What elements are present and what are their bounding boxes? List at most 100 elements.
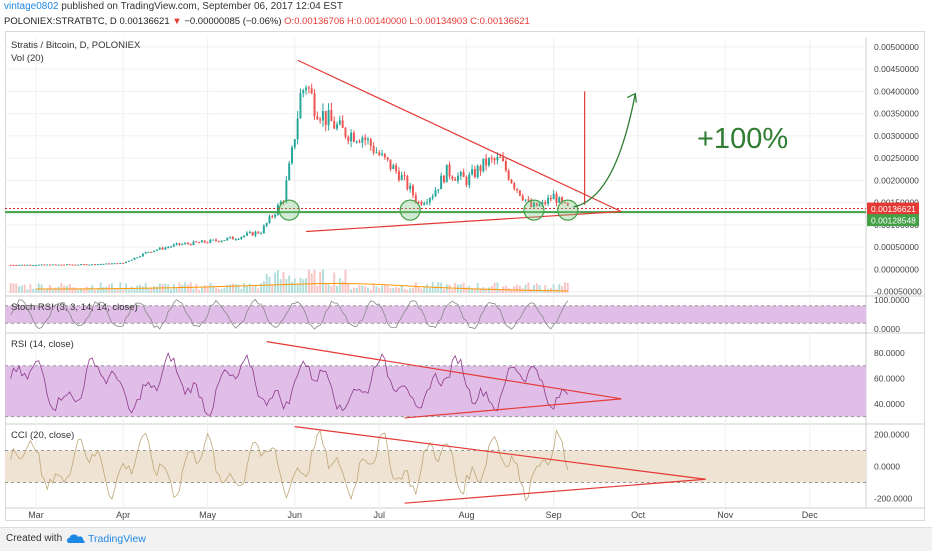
tradingview-brand[interactable]: TradingView [88,533,146,545]
candle-body [417,201,420,203]
volume-bar [496,282,499,293]
candle-body [65,264,68,266]
volume-bar [316,285,319,293]
volume-bar [350,289,353,293]
volume-bar [110,283,113,293]
volume-bar [310,273,313,293]
candle-body [336,124,339,129]
candle-body [383,153,386,158]
candle-body [372,146,375,153]
candle-body [215,239,218,241]
gain-annotation: +100% [697,123,788,155]
volume-bar [150,288,153,293]
volume-bar [223,287,226,293]
volume-bar [448,284,451,293]
candle-body [144,252,147,254]
candle-body [108,263,111,265]
volume-bar [521,288,524,293]
volume-bar [499,289,502,293]
volume-bar [18,286,21,293]
volume-bar [136,285,139,293]
candle-body [420,201,423,205]
candle-body [471,169,474,175]
candle-body [485,158,488,166]
publish-info: published on TradingView.com, September … [61,1,343,12]
y-tick-main-5: 0.00250000 [874,153,919,163]
volume-bar [428,287,431,293]
volume-bar [395,287,398,293]
volume-bar [296,283,299,293]
candle-body [541,202,544,205]
candle-body [530,200,533,208]
volume-bar [372,283,375,293]
candle-body [437,189,440,191]
candle-body [40,264,43,266]
volume-bar [164,283,167,293]
candle-body [502,157,505,162]
candle-body [442,175,445,183]
volume-bar [538,285,541,293]
volume-bar [305,278,308,293]
candle-body [361,137,364,143]
rsi-y-tick-2: 40.0000 [874,399,905,409]
volume-bar [209,283,212,293]
volume-bar [347,283,350,293]
candle-body [397,171,400,181]
volume-bar [487,287,490,293]
volume-bar [397,287,400,293]
candle-body [158,247,161,250]
last-price-tag [867,202,919,215]
candle-body [459,172,462,176]
candle-body [299,93,302,119]
candle-body [338,120,341,125]
candle-body [518,190,521,196]
candle-body [203,240,206,243]
volume-bar [507,288,510,293]
volume-bar [141,286,144,293]
volume-bar [530,289,533,293]
volume-bar [122,289,125,293]
volume-bar [113,288,116,293]
candle-body [198,242,201,244]
candle-body [561,197,564,203]
y-tick-main-1: 0.00450000 [874,64,919,74]
rsi-upper-trendline [266,341,622,400]
volume-bar [200,287,203,293]
candle-body [414,195,417,202]
candle-body [251,231,254,236]
candle-body [386,157,389,160]
candle-body [392,165,395,170]
volume-bar [327,284,330,293]
candle-body [566,202,569,206]
volume-bar [9,283,12,293]
volume-bar [527,282,530,293]
candle-body [223,240,226,242]
volume-bar [279,279,282,293]
volume-bar [26,289,29,293]
y-tick-main-0: 0.00500000 [874,42,919,52]
volume-bar [206,287,209,293]
price-change: −0.00000085 (−0.06%) [184,16,282,27]
volume-bar [516,284,519,293]
candle-body [60,264,63,266]
candle-body [102,263,105,265]
candle-body [327,109,330,126]
candle-body [248,231,251,233]
volume-bar [220,288,223,293]
volume-bar [32,288,35,293]
candle-body [85,264,88,266]
candle-body [186,243,189,245]
candle-body [321,111,324,121]
candle-body [122,262,125,264]
y-tick-main-3: 0.00350000 [874,109,919,119]
candle-body [549,197,552,200]
volume-bar [175,287,178,293]
candle-body [127,260,130,262]
candle-body [245,232,248,236]
volume-bar [147,288,150,293]
author-link[interactable]: vintage0802 [4,1,59,12]
volume-bar [265,274,268,293]
cci-y-tick-1: 0.0000 [874,462,900,472]
volume-bar [552,284,555,293]
